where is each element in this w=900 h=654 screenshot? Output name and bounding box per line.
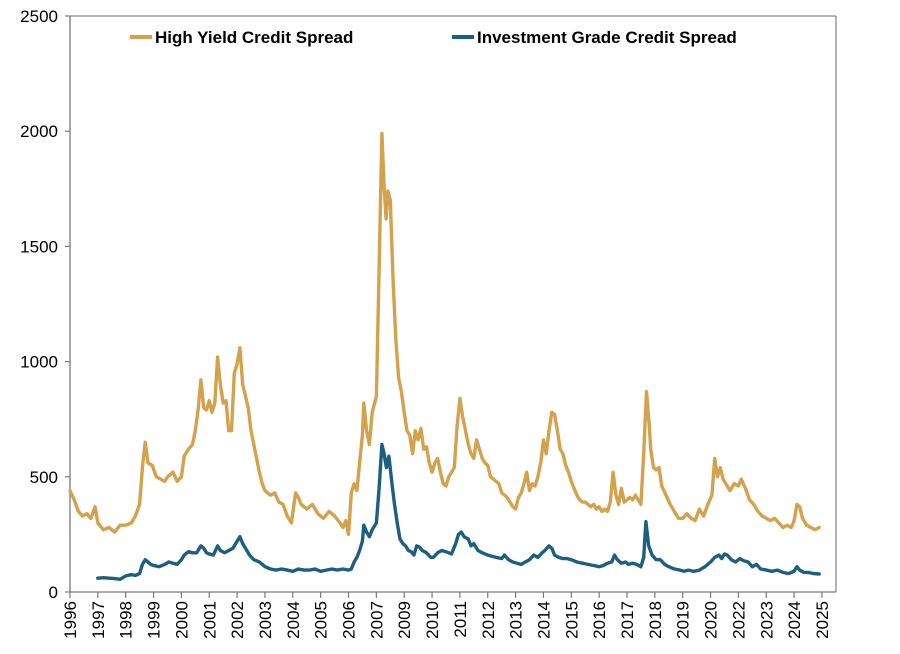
investment-grade-series-line: [96, 442, 821, 581]
x-tick-label: 2016: [590, 601, 609, 639]
x-tick-label: 2003: [256, 601, 275, 639]
x-tick-label: 2011: [451, 601, 470, 638]
x-tick-label: 2007: [367, 601, 386, 639]
x-tick-label: 2004: [284, 601, 303, 639]
x-tick-label: 2018: [646, 601, 665, 639]
legend: High Yield Credit Spread Investment Grad…: [130, 28, 737, 47]
y-tick-label: 2500: [20, 7, 58, 26]
x-tick-label: 2009: [395, 601, 414, 639]
high-yield-series-line: [68, 131, 821, 537]
x-tick-label: 2025: [813, 601, 832, 639]
x-tick-label: 2014: [534, 601, 553, 639]
x-tick-label: 2000: [172, 601, 191, 639]
y-tick-label: 0: [49, 583, 58, 602]
x-tick-label: 1999: [145, 601, 164, 639]
x-tick-label: 2024: [785, 601, 804, 639]
y-axis: 0 500 1000 1500 2000 2500: [20, 7, 70, 602]
x-tick-label: 2006: [340, 601, 359, 639]
x-tick-label: 2010: [423, 601, 442, 639]
x-tick-label: 2023: [757, 601, 776, 639]
x-tick-label: 2017: [618, 601, 637, 639]
x-tick-label: 2005: [312, 601, 331, 639]
plot-frame: [69, 15, 837, 593]
y-tick-label: 1000: [20, 353, 58, 372]
series-layer: [68, 131, 821, 581]
legend-label-investment-grade: Investment Grade Credit Spread: [477, 28, 737, 47]
y-tick-label: 1500: [20, 237, 58, 256]
legend-label-high-yield: High Yield Credit Spread: [155, 28, 353, 47]
x-tick-label: 2013: [507, 601, 526, 639]
x-tick-label: 1998: [117, 601, 136, 639]
y-tick-label: 500: [30, 468, 58, 487]
y-tick-label: 2000: [20, 122, 58, 141]
x-tick-label: 2019: [674, 601, 693, 639]
x-tick-label: 2012: [479, 601, 498, 639]
x-tick-label: 1996: [61, 601, 80, 639]
x-tick-label: 2002: [228, 601, 247, 639]
x-tick-label: 1997: [89, 601, 108, 639]
x-axis: 1996 1997 1998 1999 2000 2001 2002 2003 2004 2005…: [61, 592, 832, 639]
x-tick-label: 2001: [200, 601, 219, 639]
x-tick-label: 2015: [562, 601, 581, 639]
x-tick-label: 2022: [729, 601, 748, 639]
x-tick-label: 2020: [702, 601, 721, 639]
